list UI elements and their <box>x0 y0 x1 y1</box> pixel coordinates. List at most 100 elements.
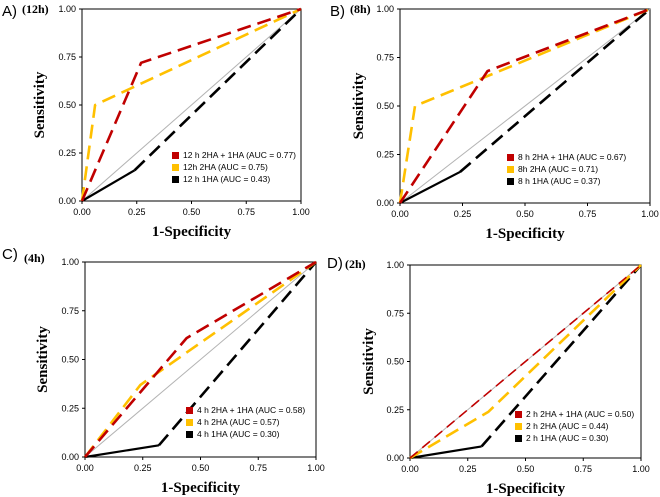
roc-curve-1ha-segment <box>409 445 482 460</box>
x-tick-label: 1.00 <box>641 209 659 219</box>
y-tick-label: 0.75 <box>386 308 404 318</box>
y-tick-label: 0.50 <box>58 100 76 110</box>
panel-a: A) (12h) 0.000.00 0.25 0.25 0.50 0.50 0.75 0.75 1… <box>2 2 310 240</box>
y-tick-label: 0.75 <box>376 53 394 63</box>
legend-swatch <box>507 154 514 161</box>
roc-curve-2ha-plus-1ha <box>84 260 317 458</box>
y-tick-label: 0.50 <box>386 357 404 367</box>
y-tick-label: 0.50 <box>376 101 394 111</box>
x-axis-title: 1-Specificity <box>486 481 566 497</box>
y-tick-label: 0.25 <box>386 405 404 415</box>
x-tick-label: 1.00 <box>292 207 310 217</box>
legend-label: 2 h 1HA (AUC = 0.30) <box>526 433 609 443</box>
roc-curve-1ha-segment <box>399 170 461 204</box>
x-tick-label: 0.50 <box>192 463 210 473</box>
roc-curve-2ha <box>80 7 302 202</box>
roc-curve-1ha <box>133 8 302 172</box>
y-tick-label: 0.25 <box>58 148 76 158</box>
legend-swatch <box>186 419 193 426</box>
legend-swatch <box>172 152 179 159</box>
y-axis-title: Sensitivity <box>361 328 377 395</box>
legend-swatch <box>515 411 522 418</box>
panel-d: D) (2h) 0.000.00 0.25 0.25 0.50 0.50 0.75 0.75 1.… <box>327 255 650 497</box>
roc-curve-1ha <box>157 261 317 447</box>
legend: 4 h 2HA + 1HA (AUC = 0.58) 4 h 2HA (AUC =… <box>186 405 305 439</box>
roc-curve-1ha <box>480 264 642 448</box>
panel-condition: (12h) <box>22 2 49 16</box>
x-axis-title: 1-Specificity <box>161 480 241 496</box>
x-tick-label: 0.00 <box>401 464 419 474</box>
x-tick-label: 0.00 <box>76 463 94 473</box>
legend-swatch <box>172 176 179 183</box>
roc-curve-2ha-plus-1ha <box>398 7 651 204</box>
y-axis-title: Sensitivity <box>32 71 48 138</box>
y-tick-label: 1.00 <box>61 257 79 267</box>
legend-label: 8 h 2HA + 1HA (AUC = 0.67) <box>518 152 626 162</box>
y-tick-label: 0.00 <box>61 452 79 462</box>
x-tick-label: 0.25 <box>454 209 472 219</box>
legend-swatch <box>515 423 522 430</box>
x-tick-label: 0.25 <box>134 463 152 473</box>
legend-label: 2 h 2HA + 1HA (AUC = 0.50) <box>526 409 634 419</box>
roc-curve-2ha <box>83 260 317 458</box>
x-tick-label: 0.75 <box>237 207 255 217</box>
legend-swatch <box>186 431 193 438</box>
x-tick-label: 0.25 <box>128 207 146 217</box>
y-tick-label: 0.50 <box>61 355 79 365</box>
legend-label: 12 h 1HA (AUC = 0.43) <box>183 174 270 184</box>
roc-curve-1ha <box>459 8 651 173</box>
roc-curve-2ha <box>398 7 651 204</box>
panel-letter: C) <box>2 246 18 263</box>
x-tick-label: 0.50 <box>517 464 535 474</box>
legend-label: 4 h 2HA (AUC = 0.57) <box>197 417 280 427</box>
y-axis-title: Sensitivity <box>35 326 51 393</box>
legend-swatch <box>172 164 179 171</box>
roc-curve-1ha-segment <box>84 444 160 459</box>
y-tick-label: 0.25 <box>376 150 394 160</box>
panel-condition: (4h) <box>24 251 45 265</box>
x-axis-title: 1-Specificity <box>485 226 565 242</box>
y-tick-label: 1.00 <box>58 4 76 14</box>
roc-curve-2ha <box>409 264 642 460</box>
legend-swatch <box>186 407 193 414</box>
x-tick-label: 0.50 <box>183 207 201 217</box>
y-tick-label: 0.00 <box>58 196 76 206</box>
y-axis-title: Sensitivity <box>351 72 367 139</box>
legend-swatch <box>507 178 514 185</box>
legend-label: 8h 2HA (AUC = 0.71) <box>518 164 598 174</box>
legend-label: 8 h 1HA (AUC = 0.37) <box>518 176 601 186</box>
legend-swatch <box>507 166 514 173</box>
panel-b: B) (8h) 0.000.00 0.25 0.25 0.50 0.50 0.75 0.75 1.… <box>330 2 659 242</box>
legend-label: 4 h 1HA (AUC = 0.30) <box>197 429 280 439</box>
x-tick-label: 1.00 <box>632 464 650 474</box>
y-tick-label: 1.00 <box>376 4 394 14</box>
panel-condition: (8h) <box>350 2 371 16</box>
panel-letter: B) <box>330 3 345 20</box>
y-tick-label: 0.00 <box>376 198 394 208</box>
chance-diagonal <box>84 261 317 458</box>
x-tick-label: 0.00 <box>73 207 91 217</box>
x-axis-title: 1-Specificity <box>152 224 232 240</box>
y-tick-label: 1.00 <box>386 260 404 270</box>
x-tick-label: 0.00 <box>391 209 409 219</box>
x-tick-label: 1.00 <box>307 463 325 473</box>
panel-letter: D) <box>327 255 343 272</box>
panel-c: C) (4h) 0.000.00 0.25 0.25 0.50 0.50 0.75 0.75 1.… <box>2 246 325 496</box>
x-tick-label: 0.25 <box>459 464 477 474</box>
legend: 8 h 2HA + 1HA (AUC = 0.67) 8h 2HA (AUC = … <box>507 152 626 186</box>
panel-letter: A) <box>2 3 17 20</box>
y-tick-label: 0.25 <box>61 403 79 413</box>
roc-curve-2ha-plus-1ha <box>80 7 302 202</box>
chance-diagonal <box>81 8 302 202</box>
legend-swatch <box>515 435 522 442</box>
legend-label: 12 h 2HA + 1HA (AUC = 0.77) <box>183 150 296 160</box>
legend: 2 h 2HA + 1HA (AUC = 0.50) 2 h 2HA (AUC =… <box>515 409 634 443</box>
roc-curve-1ha-segment <box>81 169 136 202</box>
legend-label: 4 h 2HA + 1HA (AUC = 0.58) <box>197 405 305 415</box>
y-tick-label: 0.00 <box>386 453 404 463</box>
panel-condition: (2h) <box>345 257 366 271</box>
y-tick-label: 0.75 <box>58 52 76 62</box>
x-tick-label: 0.75 <box>579 209 597 219</box>
legend: 12 h 2HA + 1HA (AUC = 0.77) 12h 2HA (AUC … <box>172 150 296 184</box>
